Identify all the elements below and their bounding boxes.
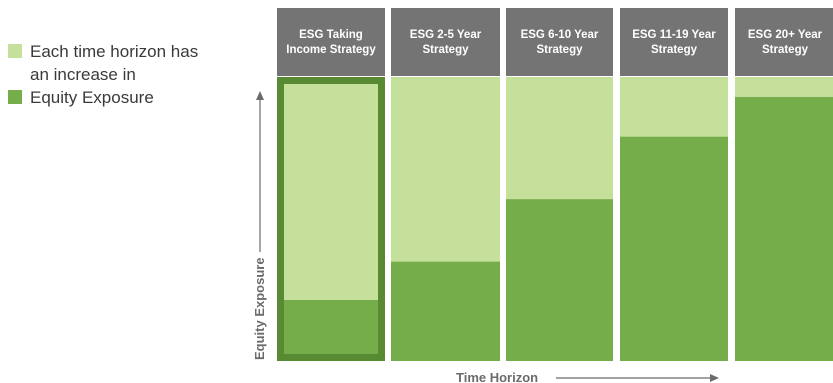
legend-text-equity: Equity Exposure [30,88,154,107]
column-header-label-3-1: Strategy [651,44,698,56]
legend: Each time horizon has an increase in Equ… [8,40,238,109]
column-header-0 [277,8,385,76]
column-header-label-3-0: ESG 11-19 Year [632,29,716,41]
bar-segment-other-3 [620,77,728,137]
x-axis-arrowhead [710,374,719,382]
legend-item-equity: Equity Exposure [8,86,238,109]
x-axis-label: Time Horizon [456,370,538,383]
column-header-label-2-0: ESG 6-10 Year [521,29,599,41]
bar-segment-other-2 [506,77,613,200]
column-header-label-1-1: Strategy [422,44,469,56]
column-header-label-0-1: Income Strategy [286,44,376,56]
column-header-3 [620,8,728,76]
bar-segment-other-4 [735,77,833,97]
bar-segment-equity-2 [506,199,613,361]
y-axis-label: Equity Exposure [252,257,267,360]
column-header-label-1-0: ESG 2-5 Year [410,29,482,41]
bar-segment-equity-0 [284,300,378,354]
y-axis-arrowhead [256,91,264,100]
column-header-2 [506,8,613,76]
legend-item-increase: Each time horizon has [8,40,238,63]
legend-swatch-dark [8,90,22,104]
bar-segment-equity-1 [391,261,500,361]
column-header-label-4-1: Strategy [762,44,809,56]
bar-segment-equity-3 [620,136,728,361]
column-header-label-4-0: ESG 20+ Year [748,29,823,41]
legend-swatch-light [8,44,22,58]
legend-text-increase-line1: Each time horizon has [30,42,199,61]
bar-segment-other-0 [284,84,378,300]
legend-text-increase-line2: an increase in [30,65,136,84]
column-header-label-0-0: ESG Taking [299,29,363,41]
bar-segment-other-1 [391,77,500,262]
bar-segment-equity-4 [735,96,833,361]
column-header-label-2-1: Strategy [536,44,583,56]
column-header-1 [391,8,500,76]
column-header-4 [735,8,833,76]
